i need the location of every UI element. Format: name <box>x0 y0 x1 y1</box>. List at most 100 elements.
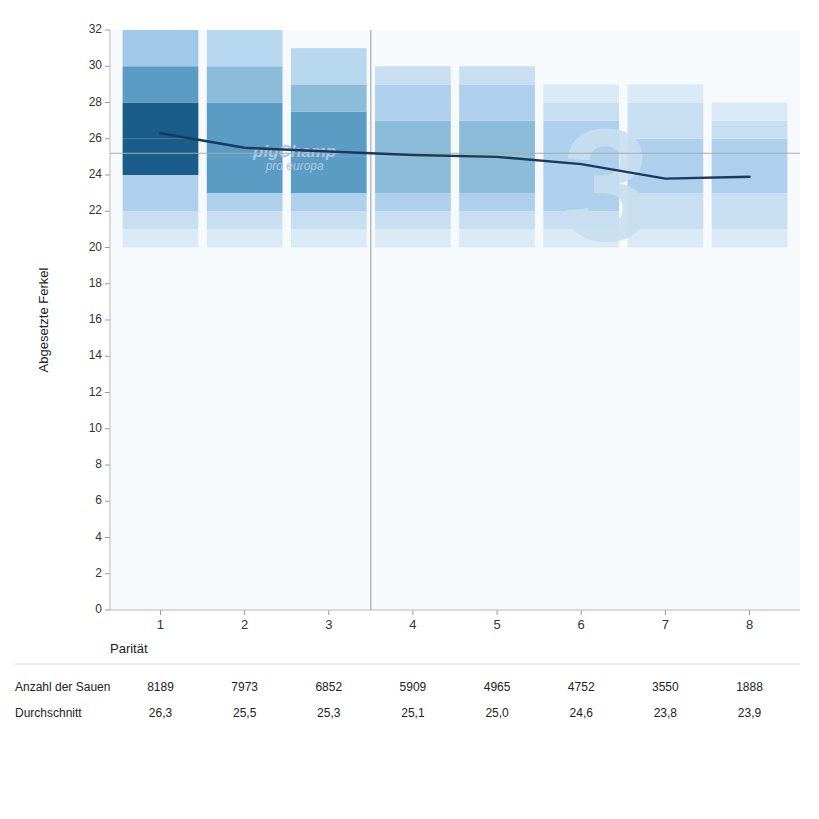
distribution-box <box>459 84 535 120</box>
y-tick-label: 22 <box>89 203 103 217</box>
table-cell: 23,8 <box>654 706 678 720</box>
y-tick-label: 32 <box>89 22 103 36</box>
table-cell: 24,6 <box>570 706 594 720</box>
y-tick-label: 14 <box>89 348 103 362</box>
distribution-box <box>291 193 367 211</box>
overall-mean-line <box>110 153 800 154</box>
x-axis: 12345678 <box>157 610 753 632</box>
distribution-box <box>291 48 367 84</box>
y-tick <box>105 283 110 284</box>
distribution-box <box>712 103 788 121</box>
x-tick <box>497 610 498 615</box>
distribution-box <box>207 193 283 211</box>
table-cell: 23,9 <box>738 706 762 720</box>
y-tick-label: 8 <box>95 457 102 471</box>
plot-background <box>110 30 800 610</box>
x-tick-label: 8 <box>746 617 753 632</box>
table-cell: 3550 <box>652 680 679 694</box>
y-tick <box>105 428 110 429</box>
x-tick-label: 7 <box>662 617 669 632</box>
y-tick <box>105 610 110 611</box>
table-cell: 5909 <box>400 680 427 694</box>
table-cell: 7973 <box>231 680 258 694</box>
y-tick-label: 24 <box>89 167 103 181</box>
x-tick <box>665 610 666 615</box>
mean-line <box>160 133 749 178</box>
distribution-box <box>459 211 535 229</box>
x-tick-label: 4 <box>409 617 416 632</box>
y-tick <box>105 211 110 212</box>
distribution-box <box>375 229 451 247</box>
distribution-box <box>459 66 535 84</box>
y-tick <box>105 247 110 248</box>
distribution-box <box>375 193 451 211</box>
y-tick-label: 30 <box>89 58 103 72</box>
y-tick-label: 10 <box>89 421 103 435</box>
y-tick <box>105 66 110 67</box>
y-tick <box>105 356 110 357</box>
distribution-box <box>375 157 451 193</box>
distribution-box <box>291 84 367 111</box>
distribution-box <box>712 139 788 193</box>
y-tick <box>105 501 110 502</box>
x-tick <box>581 610 582 615</box>
distribution-box <box>207 229 283 247</box>
y-tick-label: 12 <box>89 385 103 399</box>
y-tick-label: 6 <box>95 493 102 507</box>
y-tick <box>105 392 110 393</box>
y-tick <box>105 537 110 538</box>
distribution-box <box>712 121 788 139</box>
distribution-box <box>375 66 451 84</box>
distribution-box <box>712 193 788 229</box>
distribution-box <box>459 157 535 193</box>
table-cell: 25,5 <box>233 706 257 720</box>
x-tick-label: 1 <box>157 617 164 632</box>
x-tick <box>412 610 413 615</box>
distribution-box <box>123 211 199 229</box>
distribution-box <box>123 175 199 211</box>
y-tick-label: 16 <box>89 312 103 326</box>
y-tick-label: 20 <box>89 240 103 254</box>
x-tick <box>244 610 245 615</box>
distribution-box <box>459 229 535 247</box>
table-cell: 4965 <box>484 680 511 694</box>
y-tick-label: 28 <box>89 95 103 109</box>
distribution-box <box>207 66 283 102</box>
y-axis-line <box>110 30 111 610</box>
table-row-label: Durchschnitt <box>15 706 82 720</box>
table-cell: 26,3 <box>149 706 173 720</box>
y-tick-label: 4 <box>95 530 102 544</box>
table: ParitätAnzahl der Sauen81897973685259094… <box>15 641 800 720</box>
table-cell: 4752 <box>568 680 595 694</box>
x-axis-line <box>110 610 800 611</box>
distribution-box <box>123 30 199 66</box>
distribution-box <box>375 121 451 157</box>
distribution-box <box>375 84 451 120</box>
y-axis: 02468101214161820222426283032 <box>89 22 110 616</box>
table-cell: 25,3 <box>317 706 341 720</box>
x-tick <box>160 610 161 615</box>
plot-lines <box>110 30 800 610</box>
distribution-box <box>291 229 367 247</box>
table-cell: 25,0 <box>485 706 509 720</box>
table-cell: 6852 <box>315 680 342 694</box>
distribution-box <box>123 139 199 175</box>
y-tick <box>105 465 110 466</box>
table-cell: 25,1 <box>401 706 425 720</box>
separator-line <box>370 30 371 610</box>
distribution-box <box>123 229 199 247</box>
table-cell: 1888 <box>736 680 763 694</box>
x-tick-label: 2 <box>241 617 248 632</box>
distribution-box <box>123 66 199 102</box>
y-tick <box>105 320 110 321</box>
y-tick <box>105 102 110 103</box>
distribution-box <box>291 211 367 229</box>
x-tick <box>328 610 329 615</box>
y-tick <box>105 175 110 176</box>
y-tick <box>105 30 110 31</box>
watermark-number: 3 <box>562 95 651 274</box>
x-axis-label: Parität <box>110 641 148 656</box>
x-tick <box>749 610 750 615</box>
table-row-label: Anzahl der Sauen <box>15 680 110 694</box>
plot-marks <box>123 30 788 248</box>
